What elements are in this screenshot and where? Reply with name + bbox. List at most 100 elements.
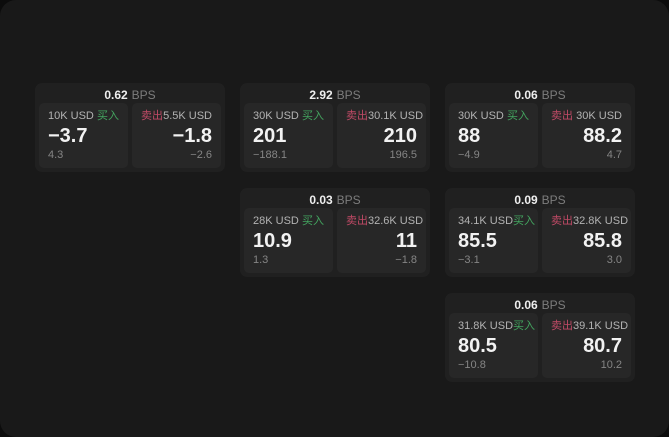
- quote-panels: 30K USD 买入 88 −4.9 卖出 30K USD 88.2 4.7: [449, 103, 631, 168]
- buy-panel[interactable]: 30K USD 买入 201 −188.1: [244, 103, 333, 168]
- bps-unit-label: BPS: [336, 88, 361, 102]
- sell-panel-top: 卖出 5.5K USD: [141, 110, 212, 123]
- sell-side-label: 卖出: [346, 110, 368, 122]
- bps-unit-label: BPS: [541, 88, 566, 102]
- buy-price: −3.7: [48, 125, 88, 147]
- sell-panel-top: 卖出 30.1K USD: [346, 110, 423, 123]
- buy-delta: −4.9: [458, 149, 480, 161]
- sell-panel-top: 卖出 39.1K USD: [551, 320, 628, 333]
- sell-side-label: 卖出: [551, 320, 573, 332]
- quote-panels: 28K USD 买入 10.9 1.3 卖出 32.6K USD 11 −1.8: [244, 208, 426, 273]
- sell-side-label: 卖出: [141, 110, 163, 122]
- quote-card: 0.62 BPS 10K USD 买入 −3.7 4.3 卖出 5.5K USD…: [35, 83, 225, 172]
- bps-value: 0.06: [514, 298, 538, 312]
- sell-amount: 5.5K USD: [163, 110, 212, 122]
- bps-unit-label: BPS: [541, 298, 566, 312]
- sell-panel-top: 卖出 32.6K USD: [346, 215, 423, 228]
- buy-amount: 28K USD: [253, 215, 299, 227]
- sell-panel[interactable]: 卖出 30K USD 88.2 4.7: [542, 103, 631, 168]
- quote-card: 2.92 BPS 30K USD 买入 201 −188.1 卖出 30.1K …: [240, 83, 430, 172]
- quote-card: 0.03 BPS 28K USD 买入 10.9 1.3 卖出 32.6K US…: [240, 188, 430, 277]
- sell-price: 80.7: [583, 335, 622, 357]
- quote-card: 0.06 BPS 30K USD 买入 88 −4.9 卖出 30K USD 8…: [445, 83, 635, 172]
- card-header: 2.92 BPS: [244, 87, 426, 103]
- buy-amount: 10K USD: [48, 110, 94, 122]
- buy-price: 85.5: [458, 230, 497, 252]
- sell-side-label: 卖出: [346, 215, 368, 227]
- sell-price: 11: [395, 230, 417, 252]
- sell-panel[interactable]: 卖出 5.5K USD −1.8 −2.6: [132, 103, 221, 168]
- quote-card-grid: 0.62 BPS 10K USD 买入 −3.7 4.3 卖出 5.5K USD…: [35, 83, 635, 382]
- buy-side-label: 买入: [513, 215, 536, 227]
- buy-panel[interactable]: 30K USD 买入 88 −4.9: [449, 103, 538, 168]
- buy-price: 80.5: [458, 335, 497, 357]
- buy-amount: 34.1K USD: [458, 215, 514, 227]
- buy-side-label: 买入: [302, 215, 324, 227]
- card-header: 0.09 BPS: [449, 192, 631, 208]
- bps-unit-label: BPS: [541, 193, 566, 207]
- sell-delta: 4.7: [606, 149, 622, 161]
- buy-price: 10.9: [253, 230, 292, 252]
- buy-price: 88: [458, 125, 481, 147]
- buy-panel[interactable]: 31.8K USD 买入 80.5 −10.8: [449, 313, 538, 378]
- sell-delta: −1.8: [395, 254, 417, 266]
- buy-amount: 31.8K USD: [458, 320, 514, 332]
- card-header: 0.62 BPS: [39, 87, 221, 103]
- quote-card: 0.06 BPS 31.8K USD 买入 80.5 −10.8 卖出 39.1…: [445, 293, 635, 382]
- card-header: 0.03 BPS: [244, 192, 426, 208]
- bps-unit-label: BPS: [131, 88, 156, 102]
- sell-amount: 30K USD: [576, 110, 622, 122]
- buy-side-label: 买入: [302, 110, 324, 122]
- buy-delta: 1.3: [253, 254, 269, 266]
- buy-panel-top: 30K USD 买入: [253, 110, 324, 123]
- bps-value: 0.06: [514, 88, 538, 102]
- buy-delta: −188.1: [253, 149, 287, 161]
- sell-panel[interactable]: 卖出 39.1K USD 80.7 10.2: [542, 313, 631, 378]
- sell-delta: 196.5: [389, 149, 417, 161]
- buy-amount: 30K USD: [253, 110, 299, 122]
- buy-panel[interactable]: 10K USD 买入 −3.7 4.3: [39, 103, 128, 168]
- bps-unit-label: BPS: [336, 193, 361, 207]
- card-header: 0.06 BPS: [449, 87, 631, 103]
- buy-delta: 4.3: [48, 149, 64, 161]
- sell-side-label: 卖出: [551, 215, 573, 227]
- buy-side-label: 买入: [97, 110, 119, 122]
- sell-panel[interactable]: 卖出 30.1K USD 210 196.5: [337, 103, 426, 168]
- buy-side-label: 买入: [507, 110, 529, 122]
- sell-panel-top: 卖出 32.8K USD: [551, 215, 628, 228]
- buy-panel-top: 34.1K USD 买入: [458, 215, 535, 228]
- sell-price: 210: [383, 125, 417, 147]
- sell-price: 88.2: [583, 125, 622, 147]
- buy-amount: 30K USD: [458, 110, 504, 122]
- sell-amount: 32.6K USD: [368, 215, 424, 227]
- buy-panel[interactable]: 34.1K USD 买入 85.5 −3.1: [449, 208, 538, 273]
- quote-panels: 31.8K USD 买入 80.5 −10.8 卖出 39.1K USD 80.…: [449, 313, 631, 378]
- sell-price: −1.8: [172, 125, 212, 147]
- bps-value: 2.92: [309, 88, 333, 102]
- buy-delta: −3.1: [458, 254, 480, 266]
- buy-panel-top: 31.8K USD 买入: [458, 320, 535, 333]
- quote-panels: 30K USD 买入 201 −188.1 卖出 30.1K USD 210 1…: [244, 103, 426, 168]
- bps-value: 0.03: [309, 193, 333, 207]
- buy-side-label: 买入: [513, 320, 536, 332]
- buy-delta: −10.8: [458, 359, 486, 371]
- sell-delta: 3.0: [606, 254, 622, 266]
- bps-value: 0.09: [514, 193, 538, 207]
- sell-panel[interactable]: 卖出 32.6K USD 11 −1.8: [337, 208, 426, 273]
- sell-delta: 10.2: [600, 359, 622, 371]
- buy-panel[interactable]: 28K USD 买入 10.9 1.3: [244, 208, 333, 273]
- sell-amount: 39.1K USD: [573, 320, 629, 332]
- quote-panels: 34.1K USD 买入 85.5 −3.1 卖出 32.8K USD 85.8…: [449, 208, 631, 273]
- buy-panel-top: 10K USD 买入: [48, 110, 119, 123]
- buy-price: 201: [253, 125, 287, 147]
- bps-value: 0.62: [104, 88, 128, 102]
- sell-panel-top: 卖出 30K USD: [551, 110, 622, 123]
- sell-amount: 32.8K USD: [573, 215, 629, 227]
- quote-panels: 10K USD 买入 −3.7 4.3 卖出 5.5K USD −1.8 −2.…: [39, 103, 221, 168]
- quote-card: 0.09 BPS 34.1K USD 买入 85.5 −3.1 卖出 32.8K…: [445, 188, 635, 277]
- card-header: 0.06 BPS: [449, 297, 631, 313]
- sell-price: 85.8: [583, 230, 622, 252]
- buy-panel-top: 30K USD 买入: [458, 110, 529, 123]
- sell-amount: 30.1K USD: [368, 110, 424, 122]
- sell-panel[interactable]: 卖出 32.8K USD 85.8 3.0: [542, 208, 631, 273]
